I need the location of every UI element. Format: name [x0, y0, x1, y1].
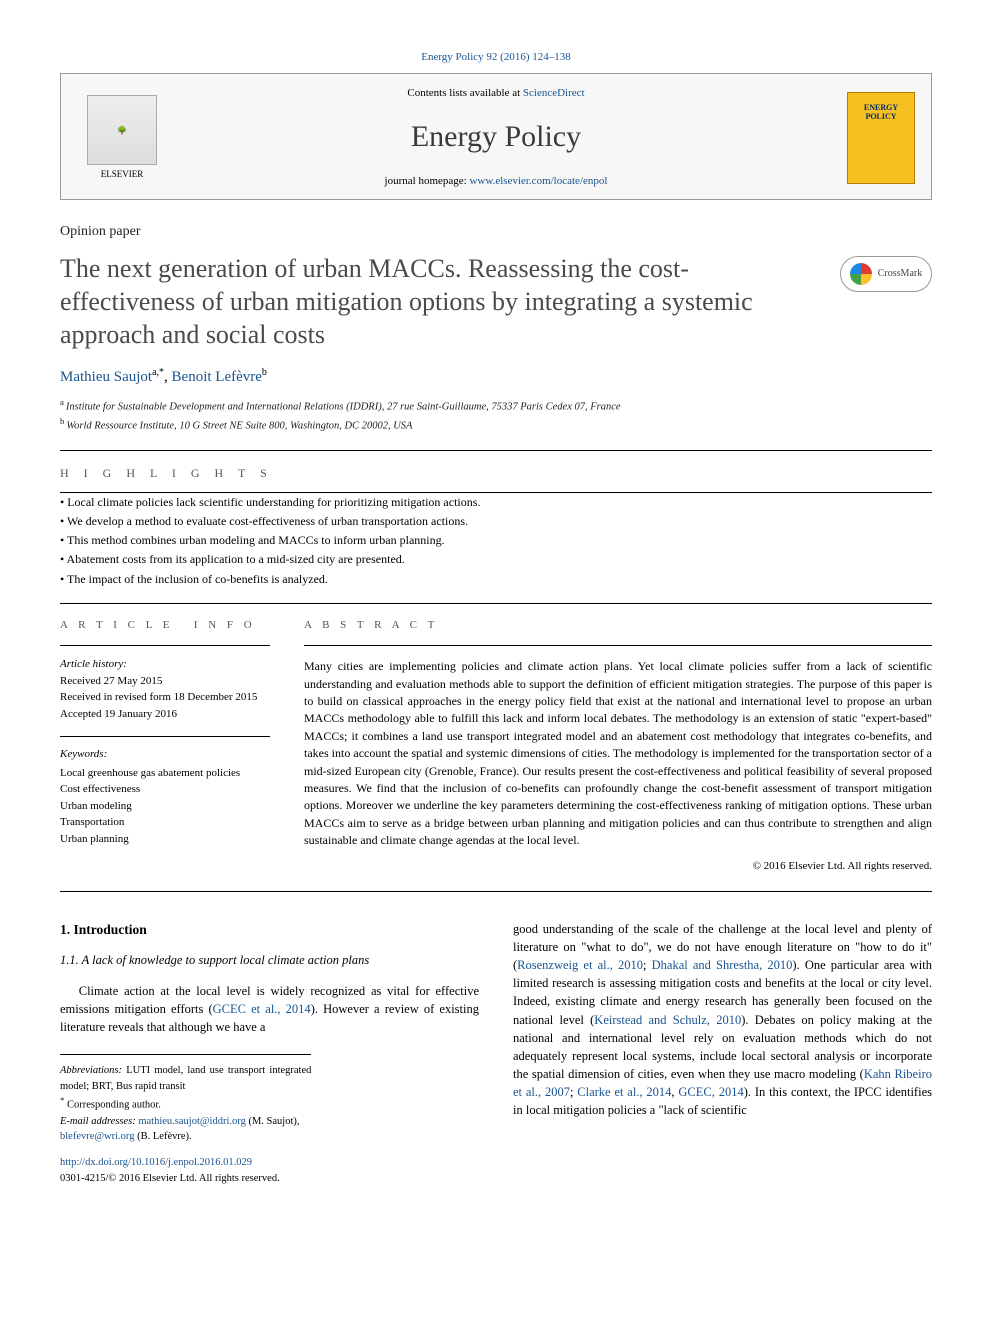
- article-info-col: a r t i c l e i n f o Article history: R…: [60, 618, 270, 875]
- keyword: Local greenhouse gas abatement policies: [60, 765, 270, 782]
- contents-line: Contents lists available at ScienceDirec…: [167, 86, 825, 101]
- citation-link[interactable]: Keirstead and Schulz, 2010: [594, 1013, 741, 1027]
- highlight-item: This method combines urban modeling and …: [60, 531, 932, 550]
- article-title: The next generation of urban MACCs. Reas…: [60, 252, 816, 352]
- abstract-copyright: © 2016 Elsevier Ltd. All rights reserved…: [304, 859, 932, 874]
- abstract-heading: a b s t r a c t: [304, 618, 932, 633]
- crossmark-icon: [850, 263, 872, 285]
- journal-homepage-link[interactable]: www.elsevier.com/locate/enpol: [469, 175, 607, 187]
- subsection-heading: 1.1. A lack of knowledge to support loca…: [60, 951, 479, 969]
- email-label: E-mail addresses:: [60, 1116, 136, 1127]
- citation-link[interactable]: Rosenzweig et al., 2010: [517, 958, 643, 972]
- body-columns: 1. Introduction 1.1. A lack of knowledge…: [60, 920, 932, 1187]
- highlight-item: Abatement costs from its application to …: [60, 550, 932, 569]
- citation-link[interactable]: Dhakal and Shrestha, 2010: [652, 958, 793, 972]
- highlight-item: Local climate policies lack scientific u…: [60, 493, 932, 512]
- issn-line: 0301-4215/© 2016 Elsevier Ltd. All right…: [60, 1173, 280, 1184]
- keywords-label: Keywords:: [60, 747, 270, 762]
- doi-link[interactable]: http://dx.doi.org/10.1016/j.enpol.2016.0…: [60, 1157, 252, 1168]
- homepage-line: journal homepage: www.elsevier.com/locat…: [167, 174, 825, 189]
- citation-link[interactable]: Energy Policy 92 (2016) 124–138: [421, 51, 571, 63]
- running-head: Energy Policy 92 (2016) 124–138: [60, 50, 932, 65]
- sciencedirect-link[interactable]: ScienceDirect: [523, 87, 585, 99]
- abbrev-label: Abbreviations:: [60, 1065, 122, 1076]
- rule: [60, 736, 270, 737]
- right-column: good understanding of the scale of the c…: [513, 920, 932, 1187]
- author-link-1[interactable]: Mathieu Saujot: [60, 369, 152, 385]
- highlights-block: Local climate policies lack scientific u…: [60, 493, 932, 603]
- citation-link[interactable]: GCEC, 2014: [678, 1085, 743, 1099]
- left-column: 1. Introduction 1.1. A lack of knowledge…: [60, 920, 479, 1187]
- email-link-2[interactable]: blefevre@wri.org: [60, 1131, 135, 1142]
- corr-marker: *: [60, 1095, 64, 1105]
- section-heading: 1. Introduction: [60, 920, 479, 940]
- crossmark-badge[interactable]: CrossMark: [840, 256, 932, 292]
- rule: [60, 645, 270, 646]
- keyword: Urban modeling: [60, 798, 270, 815]
- journal-title: Energy Policy: [167, 116, 825, 158]
- elsevier-logo: 🌳 ELSEVIER: [87, 95, 157, 180]
- history-received: Received 27 May 2015: [60, 675, 162, 687]
- highlight-item: We develop a method to evaluate cost-eff…: [60, 512, 932, 531]
- abstract-col: a b s t r a c t Many cities are implemen…: [304, 618, 932, 875]
- highlights-label: H I G H L I G H T S: [60, 451, 932, 492]
- history-revised: Received in revised form 18 December 201…: [60, 691, 257, 703]
- journal-cover-thumb: ENERGY POLICY: [847, 92, 915, 184]
- corr-text: Corresponding author.: [67, 1100, 161, 1111]
- history-label: Article history:: [60, 658, 127, 670]
- email2-who: (B. Lefèvre).: [135, 1131, 192, 1142]
- email1-who: (M. Saujot),: [246, 1116, 300, 1127]
- rule: [304, 645, 932, 646]
- journal-banner: 🌳 ELSEVIER Contents lists available at S…: [60, 73, 932, 200]
- keyword: Cost effectiveness: [60, 781, 270, 798]
- history-accepted: Accepted 19 January 2016: [60, 708, 177, 720]
- citation-link[interactable]: GCEC et al., 2014: [213, 1002, 311, 1016]
- citation-link[interactable]: Clarke et al., 2014: [577, 1085, 671, 1099]
- crossmark-label: CrossMark: [878, 267, 922, 281]
- elsevier-tree-icon: 🌳: [87, 95, 157, 165]
- footnotes-block: Abbreviations: LUTI model, land use tran…: [60, 1054, 311, 1145]
- author1-marks: a,*: [152, 367, 164, 378]
- author2-marks: b: [262, 367, 267, 378]
- keyword: Urban planning: [60, 831, 270, 848]
- highlight-item: The impact of the inclusion of co-benefi…: [60, 570, 932, 589]
- abstract-body: Many cities are implementing policies an…: [304, 658, 932, 849]
- article-info-heading: a r t i c l e i n f o: [60, 618, 270, 633]
- rule: [60, 891, 932, 892]
- email-link-1[interactable]: mathieu.saujot@iddri.org: [138, 1116, 245, 1127]
- authors-line: Mathieu Saujota,*, Benoit Lefèvreb: [60, 366, 932, 388]
- paper-type: Opinion paper: [60, 222, 932, 242]
- keyword: Transportation: [60, 814, 270, 831]
- author-link-2[interactable]: Benoit Lefèvre: [172, 369, 262, 385]
- doi-block: http://dx.doi.org/10.1016/j.enpol.2016.0…: [60, 1155, 479, 1187]
- publisher-name: ELSEVIER: [87, 169, 157, 180]
- publisher-block: 🌳 ELSEVIER: [77, 95, 167, 180]
- affiliations: aInstitute for Sustainable Development a…: [60, 396, 932, 435]
- keywords-list: Local greenhouse gas abatement policies …: [60, 765, 270, 848]
